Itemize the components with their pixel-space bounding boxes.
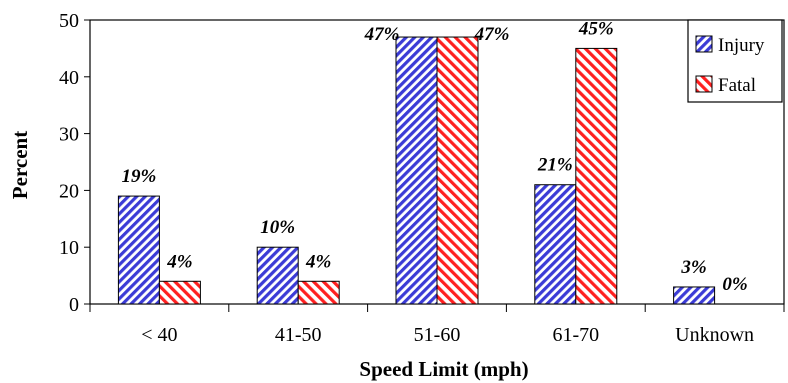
x-tick-label: 61-70 [552, 324, 599, 346]
data-label: 21% [537, 155, 573, 176]
bar-injury [118, 196, 159, 304]
bar-fatal [576, 48, 617, 304]
bar-injury [535, 185, 576, 304]
y-tick-label: 10 [59, 237, 79, 259]
legend-swatch-injury [696, 36, 712, 52]
data-label: 47% [474, 24, 510, 45]
x-tick-label: < 40 [141, 324, 177, 346]
x-tick-label: 51-60 [414, 324, 461, 346]
data-label: 45% [578, 18, 614, 39]
plot-area: 0 10 20 30 40 50 < 40 41-50 51-60 61-70 Unknown 19%… [59, 10, 784, 346]
data-label: 3% [680, 257, 706, 278]
data-label: 19% [121, 166, 156, 187]
bar-fatal [159, 281, 200, 304]
y-tick-label: 40 [59, 67, 79, 89]
data-label: 0% [722, 274, 747, 295]
data-label: 47% [364, 24, 400, 45]
bar-injury [396, 37, 437, 304]
bar-fatal [437, 37, 478, 304]
legend-swatch-fatal [696, 76, 712, 92]
y-axis-title: Percent [8, 131, 32, 199]
bar-fatal [298, 281, 339, 304]
data-label: 4% [166, 251, 192, 272]
y-tick-label: 0 [69, 294, 79, 316]
y-tick-label: 30 [59, 124, 79, 146]
bar-injury [674, 287, 715, 304]
y-tick-label: 20 [59, 180, 79, 202]
x-axis-title: Speed Limit (mph) [359, 357, 528, 381]
bar-injury [257, 247, 298, 304]
data-label: 10% [260, 217, 295, 238]
data-label: 4% [305, 251, 331, 272]
x-tick-label: 41-50 [275, 324, 322, 346]
y-tick-label: 50 [59, 10, 79, 32]
x-tick-label: Unknown [675, 324, 754, 346]
legend-label: Fatal [718, 75, 756, 96]
legend: Injury Fatal [688, 20, 782, 102]
legend-label: Injury [718, 35, 765, 56]
